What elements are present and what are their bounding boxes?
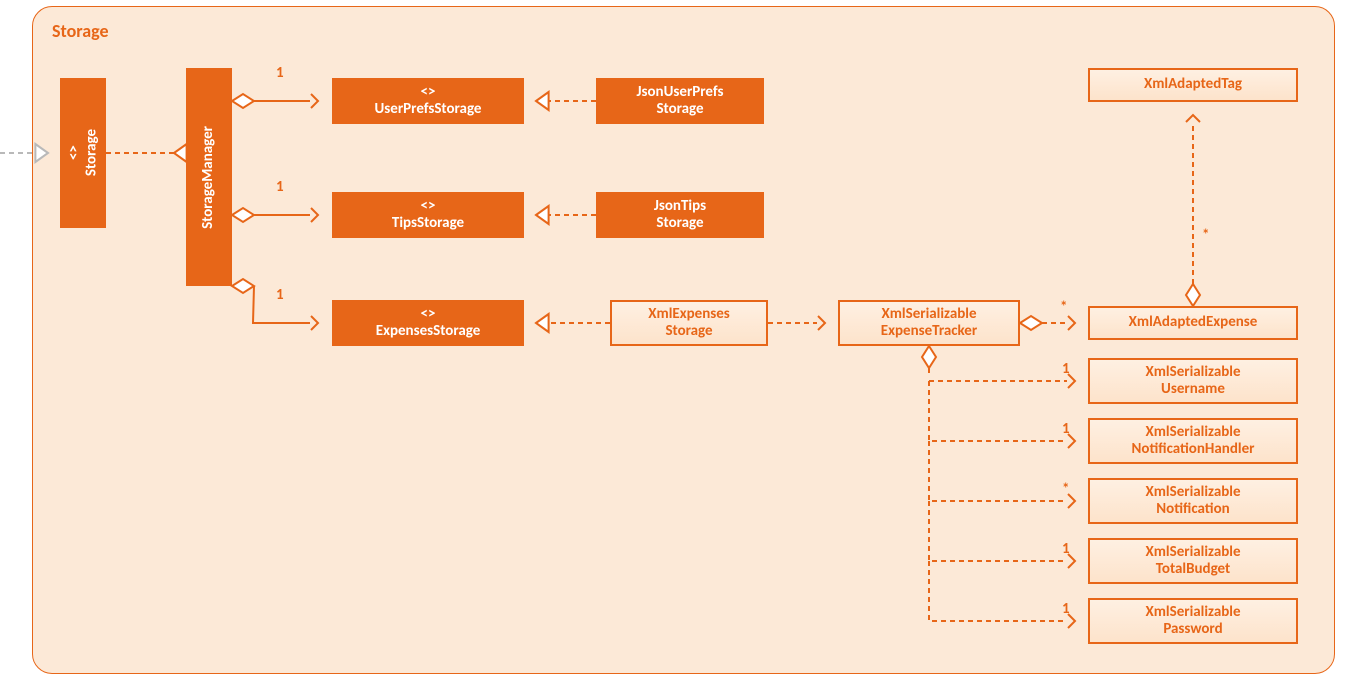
class-userprefs-iface: <>UserPrefsStorage xyxy=(332,78,524,124)
mult-adapted-tag: * xyxy=(1202,226,1209,244)
class-storage-iface: <>Storage xyxy=(60,78,106,228)
class-json-tips: JsonTipsStorage xyxy=(596,192,764,238)
mult-budget: 1 xyxy=(1062,540,1070,558)
uml-canvas: Storage <>Storage StorageManager <>UserPre… xyxy=(0,0,1364,682)
mult-username: 1 xyxy=(1062,360,1070,378)
class-xml-expenses: XmlExpensesStorage xyxy=(610,300,768,346)
class-xml-notif: XmlSerializableNotification xyxy=(1088,478,1298,524)
mult-notif: * xyxy=(1062,480,1069,498)
mult-userprefs: 1 xyxy=(276,64,284,82)
mult-adapted-exp: * xyxy=(1060,298,1067,316)
class-expenses-iface: <>ExpensesStorage xyxy=(332,300,524,346)
class-xml-tracker: XmlSerializableExpenseTracker xyxy=(838,300,1020,346)
class-storage-manager: StorageManager xyxy=(186,68,232,286)
class-xml-adapted-exp: XmlAdaptedExpense xyxy=(1088,306,1298,340)
class-xml-notif-handler: XmlSerializableNotificationHandler xyxy=(1088,418,1298,464)
class-tips-iface: <>TipsStorage xyxy=(332,192,524,238)
class-xml-username: XmlSerializableUsername xyxy=(1088,358,1298,404)
mult-expenses: 1 xyxy=(276,286,284,304)
class-json-userprefs: JsonUserPrefsStorage xyxy=(596,78,764,124)
class-xml-adapted-tag: XmlAdaptedTag xyxy=(1088,68,1298,102)
class-xml-budget: XmlSerializableTotalBudget xyxy=(1088,538,1298,584)
mult-password: 1 xyxy=(1062,600,1070,618)
mult-notif-handler: 1 xyxy=(1062,420,1070,438)
package-title: Storage xyxy=(52,20,109,42)
class-xml-password: XmlSerializablePassword xyxy=(1088,598,1298,644)
mult-tips: 1 xyxy=(276,178,284,196)
